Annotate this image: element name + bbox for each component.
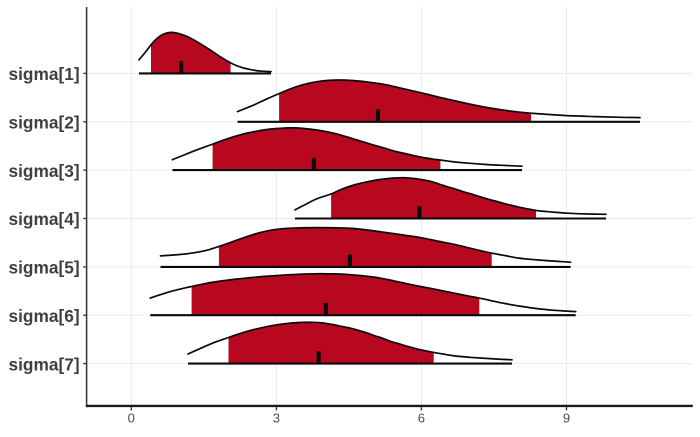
svg-text:sigma[4]: sigma[4] [9,209,80,229]
svg-text:sigma[3]: sigma[3] [9,161,80,181]
svg-text:0: 0 [128,410,135,425]
svg-text:9: 9 [563,410,570,425]
svg-text:sigma[5]: sigma[5] [9,258,80,278]
svg-text:6: 6 [418,410,425,425]
svg-text:sigma[7]: sigma[7] [9,354,80,374]
svg-text:sigma[1]: sigma[1] [9,64,80,84]
svg-text:sigma[6]: sigma[6] [9,306,80,326]
svg-text:3: 3 [273,410,280,425]
svg-text:sigma[2]: sigma[2] [9,113,80,133]
